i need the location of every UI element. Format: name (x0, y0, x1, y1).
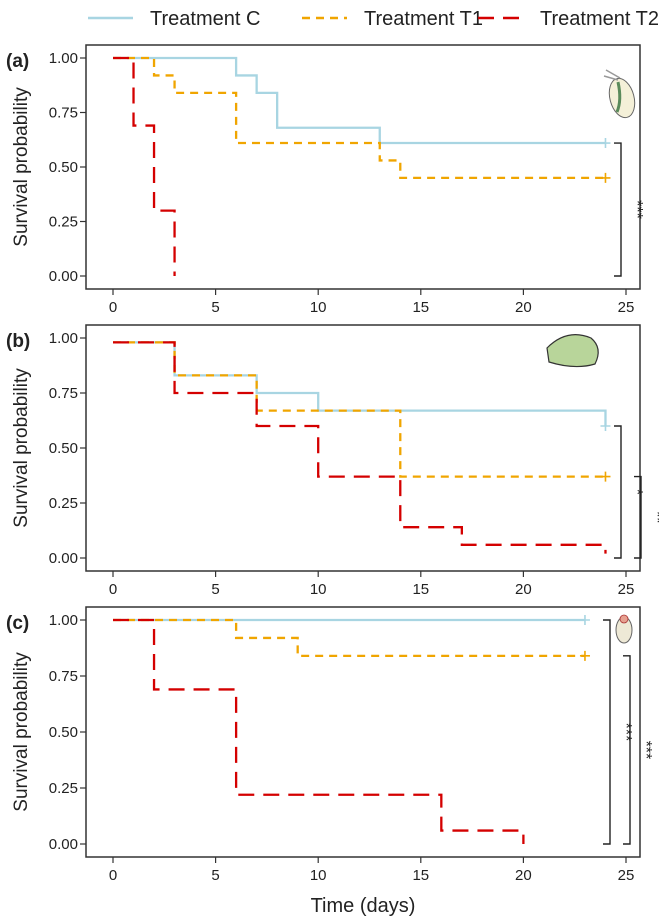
x-tick-label: 15 (412, 867, 429, 884)
censor-mark (600, 471, 611, 482)
y-axis-label: Survival probability (11, 87, 32, 247)
survival-curve-treatment-c (113, 341, 607, 426)
y-tick-label: 1.00 (49, 330, 78, 347)
panel-label: (a) (6, 51, 29, 72)
significance-bracket (614, 142, 622, 277)
panel-b: (b) Survival probability 0.00 0.25 0.50 0.75 1… (6, 324, 659, 598)
organism-icons (546, 69, 636, 644)
significance-bracket (603, 619, 611, 845)
y-tick-label: 0.50 (49, 159, 78, 176)
plot-frame (85, 44, 641, 290)
legend-label: Treatment T1 (364, 8, 483, 30)
censor-mark (600, 172, 611, 183)
x-axis-label: Time (days) (311, 895, 416, 917)
x-tick-label: 0 (109, 299, 117, 316)
survival-curve-treatment-t2 (113, 56, 176, 276)
x-tick-label: 5 (211, 299, 219, 316)
daphnia-icon (608, 77, 636, 119)
survival-curve-treatment-t1 (113, 56, 606, 180)
rotifer-corona-icon (619, 614, 629, 624)
x-tick-label: 15 (412, 299, 429, 316)
x-tick-label: 5 (211, 581, 219, 598)
y-tick-label: 0.75 (49, 385, 78, 402)
significance-label: *** (617, 723, 634, 742)
panel-label: (c) (6, 613, 29, 634)
y-tick-label: 0.75 (49, 105, 78, 122)
significance-bracket (634, 475, 642, 559)
daphnia-antenna-icon (603, 69, 621, 81)
x-tick-label: 20 (515, 581, 532, 598)
y-tick-label: 0.50 (49, 440, 78, 457)
censor-mark (600, 138, 611, 149)
survival-curve-treatment-t1 (113, 618, 585, 657)
y-tick-label: 1.00 (49, 50, 78, 67)
x-tick-label: 20 (515, 299, 532, 316)
censor-mark (600, 421, 611, 431)
y-tick-label: 0.25 (49, 214, 78, 231)
panel-label: (b) (6, 331, 30, 352)
y-tick-label: 0.75 (49, 668, 78, 685)
ostracod-icon (546, 334, 599, 368)
x-tick-label: 25 (618, 581, 635, 598)
plot-frame (85, 606, 641, 858)
y-tick-label: 0.50 (49, 724, 78, 741)
y-axis-label: Survival probability (11, 652, 32, 812)
significance-label: *** (628, 200, 645, 219)
significance-label: *** (637, 741, 654, 760)
significance-label: * (628, 489, 645, 495)
daphnia-gut-icon (615, 81, 622, 113)
censor-mark (579, 615, 590, 625)
significance-bracket (623, 655, 631, 845)
x-tick-label: 10 (310, 299, 327, 316)
censor-mark (579, 650, 590, 661)
survival-curve-treatment-c (113, 56, 606, 145)
y-tick-label: 0.00 (49, 268, 78, 285)
y-axis-label: Survival probability (11, 368, 32, 528)
significance-label: ** (648, 511, 659, 523)
x-tick-label: 15 (412, 581, 429, 598)
x-tick-label: 0 (109, 581, 117, 598)
x-tick-label: 25 (618, 299, 635, 316)
x-tick-label: 10 (310, 581, 327, 598)
legend: Treatment C Treatment T1 Treatment T2 (88, 8, 659, 30)
survival-curve-treatment-t1 (113, 341, 606, 478)
significance-bracket (614, 425, 622, 559)
x-tick-label: 25 (618, 867, 635, 884)
legend-label: Treatment C (150, 8, 260, 30)
legend-label: Treatment T2 (540, 8, 659, 30)
y-tick-label: 1.00 (49, 612, 78, 629)
x-tick-label: 5 (211, 867, 219, 884)
y-tick-label: 0.00 (49, 550, 78, 567)
y-tick-label: 0.25 (49, 495, 78, 512)
y-tick-label: 0.00 (49, 836, 78, 853)
panel-a: (a) Survival probability 0.00 0.25 0.50 0.75 1… (6, 44, 645, 316)
survival-curve-treatment-t2 (113, 341, 607, 554)
x-tick-label: 0 (109, 867, 117, 884)
y-tick-label: 0.25 (49, 780, 78, 797)
survival-curve-treatment-t2 (113, 618, 525, 844)
x-tick-label: 10 (310, 867, 327, 884)
x-tick-label: 20 (515, 867, 532, 884)
panel-c: (c) Survival probability 0.00 0.25 0.50 0.75 1… (6, 606, 654, 884)
